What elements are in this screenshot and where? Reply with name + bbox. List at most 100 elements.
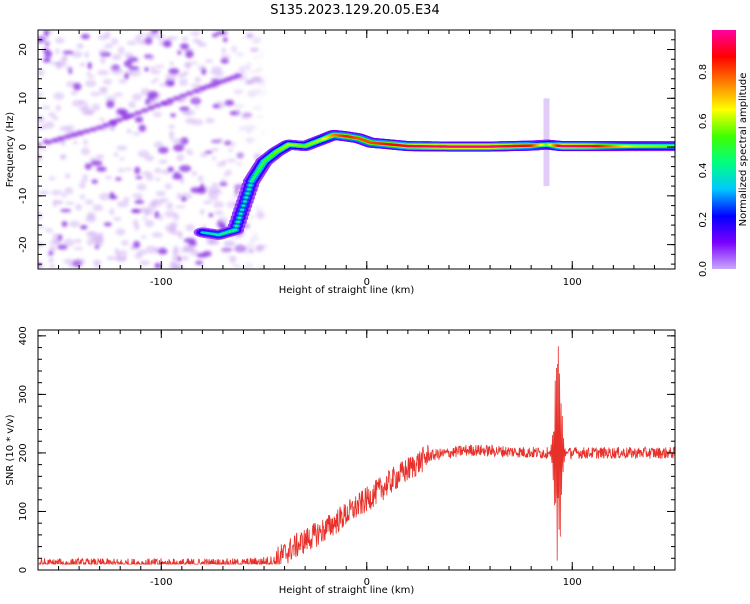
heatmap-noise-blob [116, 250, 128, 256]
heatmap-noise-blob [205, 59, 214, 63]
heatmap-noise-blob [138, 124, 147, 132]
heatmap-noise-blob [147, 54, 155, 61]
heatmap-secondary-point [89, 127, 98, 132]
heatmap-noise-blob [158, 213, 163, 221]
heatmap-noise-blob [234, 187, 239, 196]
heatmap-noise-blob [164, 183, 173, 190]
heatmap-noise-blob [233, 235, 243, 239]
heatmap-noise-blob [229, 142, 236, 148]
heatmap-noise-blob [208, 193, 219, 201]
x-tick-label: 0 [364, 577, 370, 588]
heatmap-noise-blob [80, 179, 88, 183]
heatmap-noise-blob [123, 196, 130, 203]
heatmap-noise-blob [246, 33, 254, 39]
x-tick-label: -100 [150, 577, 173, 588]
heatmap-noise-blob [168, 68, 180, 75]
y-tick-label: 10 [18, 92, 29, 105]
heatmap-noise-blob [248, 249, 254, 253]
heatmap-noise-blob [249, 47, 259, 52]
heatmap-noise-blob [254, 205, 260, 210]
heatmap-noise-blob [253, 56, 260, 60]
heatmap-noise-blob [48, 250, 54, 256]
heatmap-noise-blob [94, 241, 104, 247]
heatmap-noise-blob [224, 101, 235, 106]
heatmap-noise-blob [60, 141, 66, 146]
heatmap-ridge-point [249, 180, 254, 183]
heatmap-noise-blob [168, 81, 175, 86]
heatmap-noise-blob [160, 197, 169, 203]
y-tick-label: 400 [18, 326, 29, 345]
heatmap-secondary-point [108, 120, 117, 125]
heatmap-secondary-point [127, 113, 136, 118]
heatmap-noise-blob [126, 40, 137, 46]
heatmap-noise-blob [80, 33, 90, 40]
heatmap-noise-blob [241, 112, 253, 118]
heatmap-noise-blob [38, 147, 48, 151]
heatmap-noise-blob [185, 50, 194, 59]
heatmap-noise-blob [145, 245, 157, 254]
heatmap-noise-blob [158, 159, 168, 164]
heatmap-noise-blob [190, 31, 201, 36]
heatmap-secondary-point [185, 91, 194, 96]
heatmap-noise-blob [71, 99, 83, 107]
heatmap-noise-blob [122, 255, 128, 261]
heatmap-noise-blob [139, 207, 151, 212]
heatmap-noise-blob [137, 249, 147, 256]
heatmap-noise-blob [195, 260, 204, 265]
x-tick-label: 100 [563, 277, 582, 288]
heatmap-noise-blob [97, 69, 109, 76]
heatmap-noise-blob [75, 204, 83, 211]
heatmap-noise-blob [221, 160, 227, 165]
heatmap-noise-blob [170, 113, 177, 118]
heatmap-noise-blob [99, 87, 108, 91]
heatmap-noise-blob [244, 80, 255, 85]
heatmap-noise-blob [192, 96, 200, 103]
heatmap-noise-blob [111, 67, 124, 75]
heatmap-noise-blob [49, 264, 56, 269]
heatmap-noise-blob [65, 65, 74, 71]
heatmap-noise-blob [55, 104, 62, 112]
heatmap-noise-blob [154, 210, 160, 219]
heatmap-noise-blob [90, 160, 103, 166]
heatmap-noise-blob [190, 83, 201, 87]
heatmap-noise-blob [255, 115, 264, 119]
heatmap-noise-blob [150, 66, 156, 70]
heatmap-noise-blob [38, 142, 43, 147]
heatmap-noise-blob [86, 71, 92, 76]
heatmap-noise-blob [100, 56, 106, 65]
heatmap-ridge-point [255, 171, 260, 174]
heatmap-noise-blob [239, 70, 247, 75]
heatmap-noise-blob [48, 176, 56, 181]
heatmap-noise-blob [197, 175, 204, 182]
heatmap-noise-blob [183, 244, 194, 251]
bottom-plot-frame [37, 329, 676, 571]
heatmap-noise-blob [194, 76, 202, 83]
heatmap-secondary-point [70, 132, 78, 138]
heatmap-noise-blob [43, 30, 50, 37]
heatmap-noise-blob [91, 179, 98, 184]
heatmap-secondary-point [121, 115, 130, 121]
heatmap-noise-blob [221, 222, 226, 229]
heatmap-noise-blob [63, 238, 75, 247]
snr-series-line [38, 346, 675, 566]
heatmap-noise-blob [249, 70, 257, 74]
heatmap-noise-blob [91, 103, 101, 112]
heatmap-noise-blob [73, 140, 78, 145]
heatmap-noise-blob [81, 110, 94, 116]
heatmap-noise-blob [162, 39, 172, 48]
heatmap-noise-blob [221, 248, 231, 254]
heatmap-noise-blob [42, 57, 51, 63]
heatmap-noise-blob [208, 185, 221, 193]
heatmap-noise-blob [235, 162, 243, 166]
heatmap-noise-blob [135, 175, 143, 180]
heatmap-noise-blob [120, 107, 125, 112]
heatmap-noise-blob [38, 91, 44, 97]
heatmap-noise-blob [172, 173, 183, 180]
heatmap-secondary-point [153, 103, 162, 108]
heatmap-noise-blob [53, 92, 65, 100]
heatmap-noise-blob [151, 200, 159, 204]
heatmap-noise-blob [221, 178, 226, 183]
heatmap-noise-blob [181, 36, 189, 42]
heatmap-noise-blob [52, 116, 59, 121]
heatmap-noise-blob [168, 227, 176, 235]
